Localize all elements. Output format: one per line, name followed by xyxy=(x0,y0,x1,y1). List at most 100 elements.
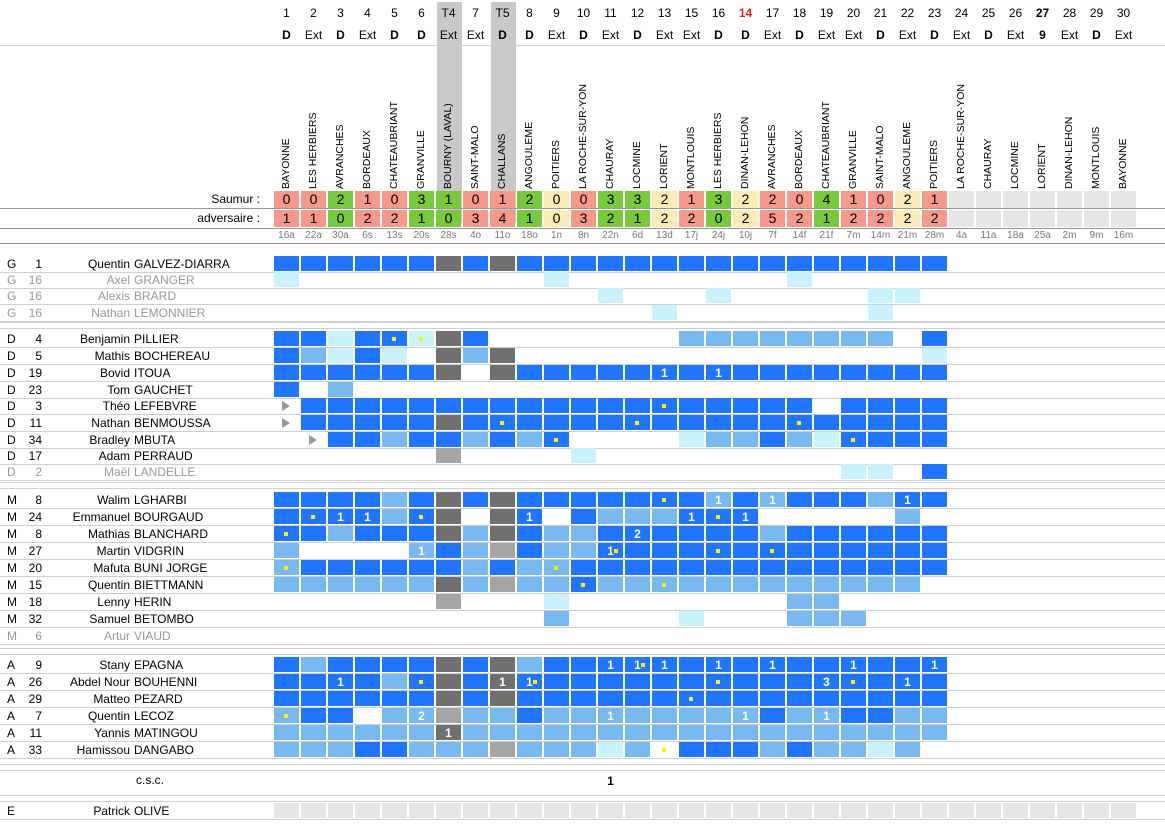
player-last-name[interactable]: GRANGER xyxy=(134,273,195,287)
player-number: 33 xyxy=(28,743,42,757)
opponent-name[interactable]: ANGOULEME xyxy=(901,121,913,189)
player-last-name[interactable]: LANDELLE xyxy=(134,465,196,479)
player-match-cell xyxy=(274,657,299,672)
player-last-name[interactable]: LGHARBI xyxy=(134,493,187,507)
player-last-name[interactable]: GAUCHET xyxy=(134,383,193,397)
opponent-name[interactable]: BORDEAUX xyxy=(793,130,805,189)
opponent-name[interactable]: CHAURAY xyxy=(604,138,616,189)
player-last-name[interactable]: MBUTA xyxy=(134,433,176,447)
player-match-cell xyxy=(814,543,839,558)
player-last-name[interactable]: BRARD xyxy=(134,289,177,303)
player-first-name: Matteo xyxy=(93,692,130,706)
opponent-name[interactable]: CHALLANS xyxy=(496,133,508,189)
player-last-name[interactable]: PERRAUD xyxy=(134,449,193,463)
away-score xyxy=(1111,210,1136,227)
player-position: G xyxy=(7,273,17,287)
round-number: 22 xyxy=(900,6,915,20)
opponent-name[interactable]: BAYONNE xyxy=(1117,138,1129,189)
player-first-name: Tom xyxy=(107,383,130,397)
player-last-name[interactable]: LEFEBVRE xyxy=(134,399,197,413)
goals-count: 1 xyxy=(364,510,371,524)
coach-last-name[interactable]: OLIVE xyxy=(134,804,170,818)
player-first-name: Quentin xyxy=(87,257,130,271)
goals-count: 1 xyxy=(769,493,776,507)
home-away-indicator: D xyxy=(282,28,291,42)
player-last-name[interactable]: PILLIER xyxy=(134,332,179,346)
opponent-name[interactable]: AVRANCHES xyxy=(334,124,346,189)
player-last-name[interactable]: HERIN xyxy=(134,595,172,609)
player-match-cell xyxy=(490,348,515,363)
opponent-name[interactable]: MONTLOUIS xyxy=(1090,126,1102,189)
opponent-name[interactable]: SAINT-MALO xyxy=(874,125,886,189)
opponent-name[interactable]: DINAN-LEHON xyxy=(1063,116,1075,189)
player-last-name[interactable]: BOCHEREAU xyxy=(134,349,211,363)
player-number: 27 xyxy=(28,544,42,558)
goals-count: 1 xyxy=(661,366,668,380)
opponent-name[interactable]: SAINT-MALO xyxy=(469,125,481,189)
player-match-cell xyxy=(760,725,785,740)
player-last-name[interactable]: GALVEZ-DIARRA xyxy=(134,257,230,271)
player-number: 29 xyxy=(28,692,42,706)
score-divider xyxy=(0,208,1165,209)
section-separator xyxy=(0,322,1165,323)
opponent-name[interactable]: MONTLOUIS xyxy=(685,126,697,189)
opponent-name[interactable]: AVRANCHES xyxy=(766,124,778,189)
opponent-name[interactable]: LORIENT xyxy=(1036,143,1048,189)
player-match-cell xyxy=(814,594,839,609)
opponent-name[interactable]: CHATEAUBRIANT xyxy=(388,101,400,189)
round-number: 23 xyxy=(927,6,942,20)
player-last-name[interactable]: DANGABO xyxy=(134,743,195,757)
opponent-name[interactable]: LES HERBIERS xyxy=(712,112,724,189)
player-last-name[interactable]: LEMONNIER xyxy=(134,306,206,320)
player-last-name[interactable]: BETOMBO xyxy=(134,612,194,626)
player-last-name[interactable]: BLANCHARD xyxy=(134,527,209,541)
player-last-name[interactable]: VIAUD xyxy=(134,629,171,643)
player-last-name[interactable]: EPAGNA xyxy=(134,658,184,672)
assist-marker xyxy=(851,680,855,684)
opponent-name[interactable]: BAYONNE xyxy=(280,138,292,189)
home-away-indicator: D xyxy=(984,28,993,42)
opponent-name[interactable]: GRANVILLE xyxy=(415,130,427,189)
player-last-name[interactable]: MATINGOU xyxy=(134,726,198,740)
away-score: 2 xyxy=(787,210,812,227)
player-last-name[interactable]: ITOUA xyxy=(134,366,171,380)
opponent-name[interactable]: LORIENT xyxy=(658,143,670,189)
goals-count: 1 xyxy=(337,675,344,689)
player-last-name[interactable]: BIETTMANN xyxy=(134,578,204,592)
player-match-cell xyxy=(652,415,677,430)
opponent-name[interactable]: POITIERS xyxy=(550,139,562,189)
opponent-name[interactable]: POITIERS xyxy=(928,139,940,189)
home-away-indicator: D xyxy=(741,28,750,42)
opponent-name[interactable]: DINAN-LEHON xyxy=(739,116,751,189)
player-match-cell xyxy=(328,742,353,757)
opponent-name[interactable]: CHAURAY xyxy=(982,138,994,189)
player-last-name[interactable]: VIDGRIN xyxy=(134,544,185,558)
player-last-name[interactable]: LECOZ xyxy=(134,709,175,723)
opponent-name[interactable]: BOURNY (LAVAL) xyxy=(442,103,454,189)
player-match-cell xyxy=(760,432,785,447)
opponent-name[interactable]: LES HERBIERS xyxy=(307,112,319,189)
opponent-name[interactable]: CHATEAUBRIANT xyxy=(820,101,832,189)
player-match-cell xyxy=(274,272,299,287)
player-match-cell xyxy=(463,674,488,689)
player-last-name[interactable]: BOUHENNI xyxy=(134,675,198,689)
away-score: 2 xyxy=(355,210,380,227)
player-last-name[interactable]: BOURGAUD xyxy=(134,510,204,524)
opponent-name[interactable]: LOCMINE xyxy=(1009,141,1021,189)
away-score: 0 xyxy=(706,210,731,227)
opponent-name[interactable]: ANGOULEME xyxy=(523,121,535,189)
opponent-name[interactable]: LA ROCHE-SUR-YON xyxy=(955,83,967,189)
opponent-name[interactable]: GRANVILLE xyxy=(847,130,859,189)
home-score: 0 xyxy=(868,191,893,208)
opponent-name[interactable]: BORDEAUX xyxy=(361,130,373,189)
match-date: 10j xyxy=(738,230,753,241)
player-last-name[interactable]: BENMOUSSA xyxy=(134,416,211,430)
opponent-name[interactable]: LA ROCHE-SUR-YON xyxy=(577,83,589,189)
player-match-cell xyxy=(409,543,434,558)
special-round-column xyxy=(437,2,462,223)
player-match-cell xyxy=(841,256,866,271)
opponent-name[interactable]: LOCMINE xyxy=(631,141,643,189)
player-match-cell xyxy=(814,742,839,757)
player-last-name[interactable]: BUNI JORGE xyxy=(134,561,208,575)
player-last-name[interactable]: PEZARD xyxy=(134,692,183,706)
